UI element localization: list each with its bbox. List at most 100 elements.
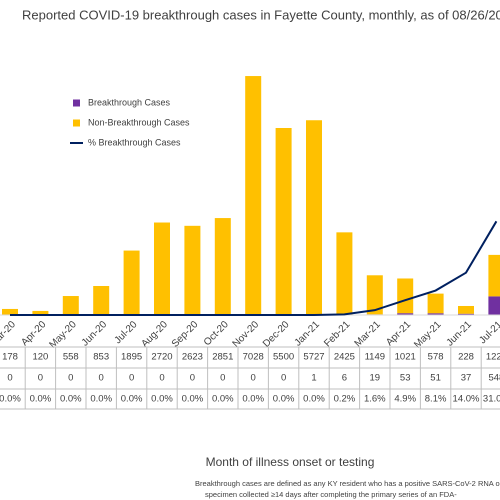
- table-cell: 51: [430, 373, 441, 384]
- table-cell: 0.2%: [334, 394, 356, 405]
- x-tick-label: May-21: [412, 319, 444, 351]
- bar: [184, 225, 201, 315]
- legend-label: Non-Breakthrough Cases: [88, 117, 190, 127]
- bar: [397, 313, 414, 315]
- footnote: specimen collected ≥14 days after comple…: [205, 490, 457, 499]
- footnote: Breakthrough cases are defined as any KY…: [195, 479, 500, 488]
- bar: [245, 76, 262, 315]
- table-cell: 4.9%: [394, 394, 416, 405]
- x-tick-label: Apr-20: [19, 319, 48, 348]
- x-tick-label: Jul-20: [113, 319, 140, 346]
- bar: [123, 250, 140, 315]
- x-tick-label: Sep-20: [170, 319, 201, 350]
- table-cell: 0.0%: [273, 394, 295, 405]
- x-tick-label: Oct-20: [202, 319, 231, 348]
- x-tick-label: Nov-20: [231, 319, 262, 350]
- table-cell: 2425: [334, 352, 355, 363]
- table-cell: 1895: [121, 352, 142, 363]
- table-cell: 0: [38, 373, 43, 384]
- table-cell: 53: [400, 373, 411, 384]
- table-cell: 0: [220, 373, 225, 384]
- table-cell: 1021: [395, 352, 416, 363]
- x-tick-label: Mar-20: [0, 319, 18, 349]
- table-cell: 14.0%: [453, 394, 480, 405]
- bar: [458, 305, 474, 314]
- table-cell: 8.1%: [425, 394, 447, 405]
- bar: [458, 313, 474, 315]
- bar: [154, 222, 170, 315]
- table-cell: 7028: [243, 352, 264, 363]
- bar: [93, 285, 110, 315]
- table-cell: 1.6%: [364, 394, 386, 405]
- table-cell: 0.0%: [121, 394, 143, 405]
- table-cell: 548: [488, 373, 500, 384]
- table-cell: 0.0%: [30, 394, 52, 405]
- x-tick-label: Jul-21: [477, 319, 500, 346]
- table-cell: 0.0%: [60, 394, 82, 405]
- legend-swatch: [73, 99, 80, 107]
- bar: [2, 308, 18, 315]
- bar: [488, 254, 500, 297]
- x-tick-label: Apr-21: [384, 319, 413, 348]
- table-cell: 0: [251, 373, 256, 384]
- table-cell: 2623: [182, 352, 203, 363]
- table-cell: 0.0%: [182, 394, 204, 405]
- table-cell: 0: [129, 373, 134, 384]
- table-cell: 120: [32, 352, 48, 363]
- table-cell: 0: [159, 373, 164, 384]
- table-cell: 0: [7, 373, 12, 384]
- bar: [488, 296, 500, 315]
- table-cell: 178: [2, 352, 18, 363]
- chart-title: Reported COVID-19 breakthrough cases in …: [22, 7, 500, 22]
- table-cell: 0: [190, 373, 195, 384]
- bar: [427, 313, 444, 315]
- table-cell: 1: [311, 373, 316, 384]
- table-cell: 0.0%: [0, 394, 21, 405]
- table-cell: 0.0%: [303, 394, 325, 405]
- table-cell: 2720: [151, 352, 172, 363]
- bar: [397, 278, 414, 314]
- x-tick-label: Mar-21: [353, 319, 383, 349]
- bar: [427, 293, 444, 314]
- table-cell: 0.0%: [151, 394, 173, 405]
- table-cell: 853: [93, 352, 109, 363]
- bar: [62, 296, 79, 315]
- table-cell: 0: [68, 373, 73, 384]
- x-tick-label: Jun-20: [80, 319, 110, 349]
- x-tick-label: Jun-21: [445, 319, 475, 349]
- table-cell: 578: [428, 352, 444, 363]
- table-cell: 2851: [212, 352, 233, 363]
- bar: [336, 232, 353, 315]
- table-cell: 228: [458, 352, 474, 363]
- table-cell: 5727: [303, 352, 324, 363]
- table-cell: 6: [342, 373, 347, 384]
- legend-label: % Breakthrough Cases: [88, 137, 181, 147]
- table-cell: 0.0%: [212, 394, 234, 405]
- table-cell: 31.0%: [483, 394, 500, 405]
- table-cell: 37: [461, 373, 472, 384]
- table-cell: 5500: [273, 352, 294, 363]
- x-tick-label: Aug-20: [139, 319, 170, 350]
- table-cell: 19: [370, 373, 381, 384]
- x-tick-label: Feb-21: [322, 319, 352, 349]
- table-cell: 1149: [365, 352, 385, 363]
- x-axis-label: Month of illness onset or testing: [206, 455, 375, 469]
- x-tick-label: Jan-21: [293, 319, 323, 349]
- legend-label: Breakthrough Cases: [88, 97, 171, 107]
- table-cell: 0: [281, 373, 286, 384]
- bar: [32, 310, 49, 315]
- table-cell: 558: [63, 352, 79, 363]
- bar: [306, 120, 322, 315]
- bar: [275, 128, 292, 315]
- table-cell: 0.0%: [90, 394, 112, 405]
- bar: [214, 218, 231, 315]
- line: [10, 220, 498, 316]
- x-tick-label: May-20: [47, 319, 79, 351]
- bar: [366, 275, 383, 315]
- table-cell: 0: [99, 373, 104, 384]
- legend-swatch: [73, 119, 80, 127]
- x-tick-label: Dec-20: [261, 319, 292, 350]
- table-cell: 0.0%: [242, 394, 264, 405]
